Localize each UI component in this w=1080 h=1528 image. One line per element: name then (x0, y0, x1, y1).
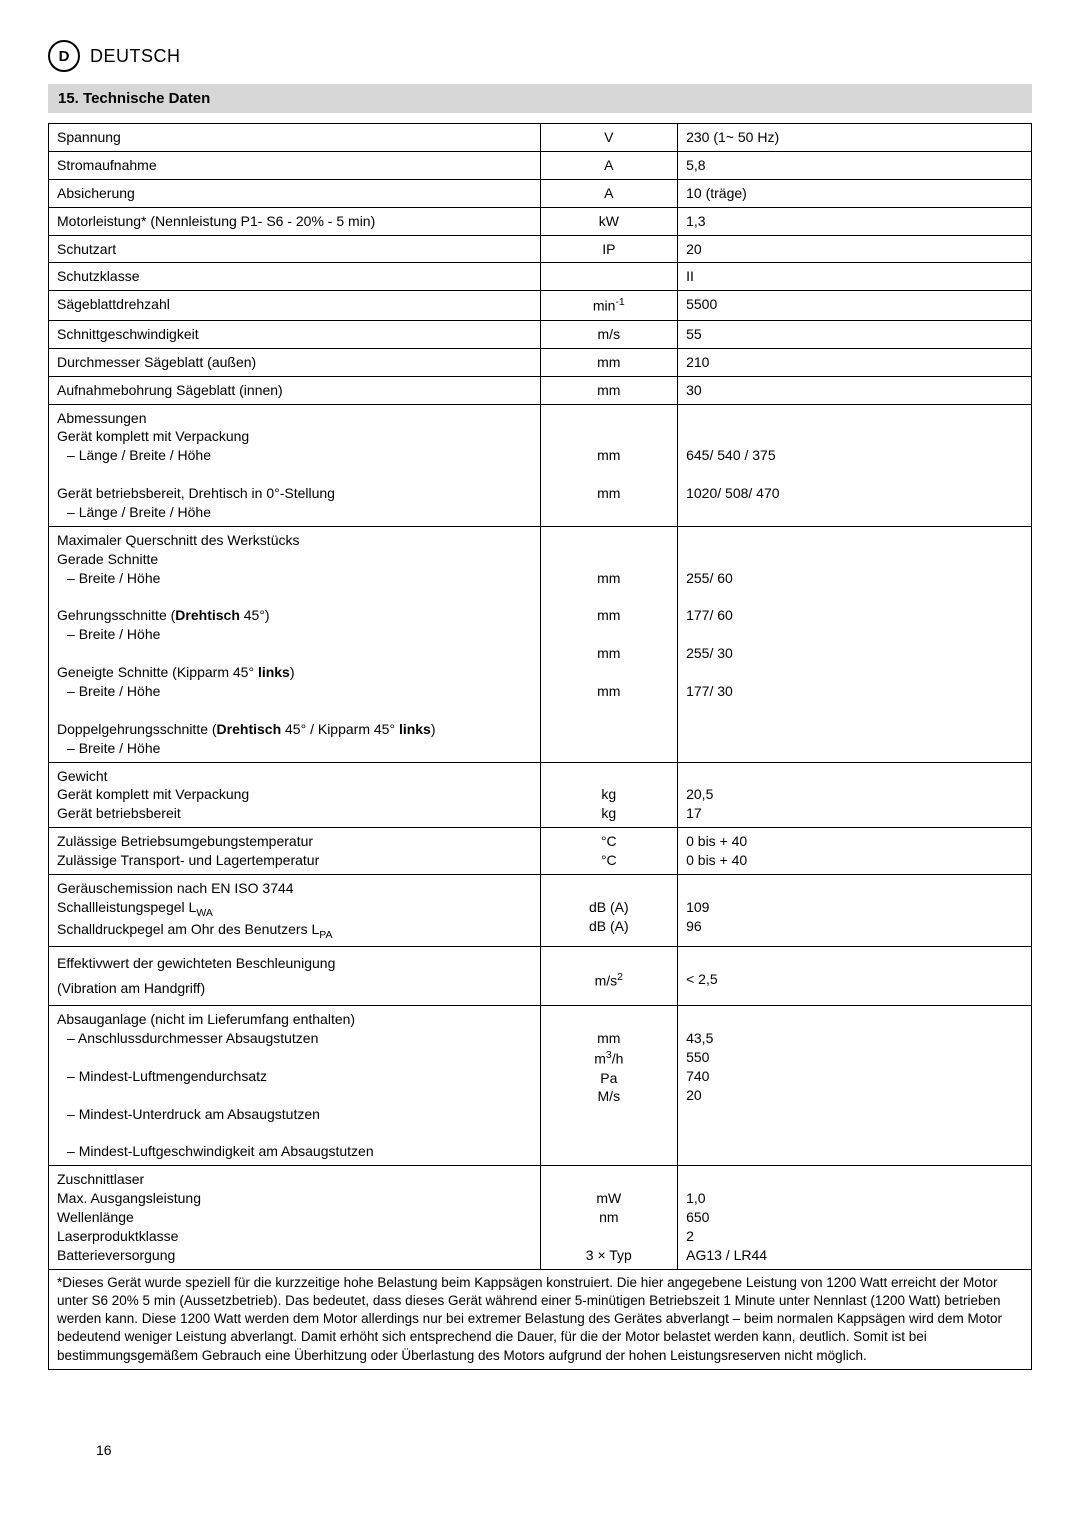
language-name: DEUTSCH (90, 46, 181, 67)
table-row: SpannungV230 (1~ 50 Hz) (49, 124, 1032, 152)
table-row: Absauganlage (nicht im Lieferumfang enth… (49, 1006, 1032, 1166)
table-row: StromaufnahmeA5,8 (49, 151, 1032, 179)
table-row: Effektivwert der gewichteten Beschleunig… (49, 946, 1032, 1005)
section-title: 15. Technische Daten (48, 84, 1032, 113)
language-header: D DEUTSCH (48, 40, 1032, 72)
table-row: AbsicherungA10 (träge) (49, 179, 1032, 207)
table-row: Motorleistung* (Nennleistung P1- S6 - 20… (49, 207, 1032, 235)
table-row: Zulässige BetriebsumgebungstemperaturZul… (49, 828, 1032, 875)
table-row: ZuschnittlaserMax. AusgangsleistungWelle… (49, 1166, 1032, 1269)
table-row: GewichtGerät komplett mit VerpackungGerä… (49, 762, 1032, 828)
page-number: 16 (96, 1442, 112, 1458)
footnote: *Dieses Gerät wurde speziell für die kur… (48, 1270, 1032, 1370)
table-row: AbmessungenGerät komplett mit Verpackung… (49, 404, 1032, 526)
language-code-icon: D (48, 40, 80, 72)
table-row: Maximaler Querschnitt des WerkstücksGera… (49, 526, 1032, 762)
table-row: Aufnahmebohrung Sägeblatt (innen)mm30 (49, 376, 1032, 404)
table-row: SchutzklasseII (49, 263, 1032, 291)
table-row: Schnittgeschwindigkeitm/s55 (49, 320, 1032, 348)
spec-table: SpannungV230 (1~ 50 Hz)StromaufnahmeA5,8… (48, 123, 1032, 1270)
table-row: SchutzartIP20 (49, 235, 1032, 263)
table-row: Geräuschemission nach EN ISO 3744Schalll… (49, 875, 1032, 947)
table-row: Durchmesser Sägeblatt (außen)mm210 (49, 348, 1032, 376)
table-row: Sägeblattdrehzahlmin-15500 (49, 291, 1032, 321)
